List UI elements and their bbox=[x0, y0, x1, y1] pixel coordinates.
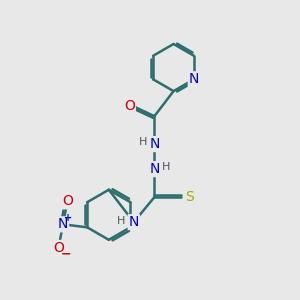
Text: +: + bbox=[64, 213, 72, 223]
Text: O: O bbox=[62, 194, 73, 208]
Text: N: N bbox=[149, 162, 160, 176]
Text: H: H bbox=[139, 137, 147, 147]
Text: N: N bbox=[58, 217, 68, 231]
Text: N: N bbox=[189, 72, 199, 86]
Text: H: H bbox=[161, 162, 170, 172]
Text: O: O bbox=[124, 99, 135, 113]
Text: −: − bbox=[61, 248, 71, 261]
Text: O: O bbox=[53, 241, 64, 255]
Text: H: H bbox=[117, 216, 126, 226]
Text: S: S bbox=[185, 190, 194, 204]
Text: N: N bbox=[149, 137, 160, 151]
Text: N: N bbox=[129, 215, 139, 229]
